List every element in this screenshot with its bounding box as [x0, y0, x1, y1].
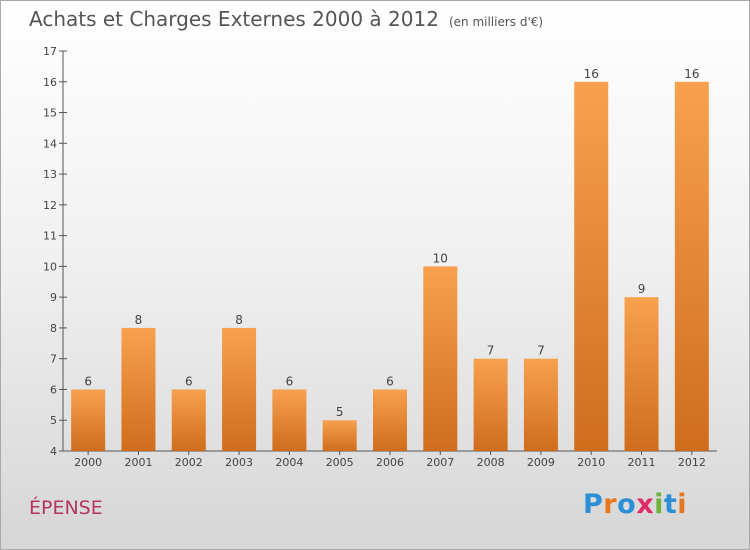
bar-2001 [121, 327, 156, 451]
bar-2006 [373, 389, 407, 451]
x-tick-label: 2010 [577, 456, 605, 469]
bar-2011 [624, 297, 659, 451]
commune-name: ÉPENSE [29, 497, 103, 519]
y-tick-label: 7 [50, 353, 57, 366]
y-tick-label: 5 [50, 414, 57, 427]
y-tick-label: 16 [43, 76, 57, 89]
y-tick-label: 13 [43, 168, 57, 181]
value-label-2009: 7 [537, 344, 545, 358]
y-tick-label: 14 [43, 137, 57, 150]
y-tick-label: 10 [43, 260, 57, 273]
y-tick-label: 6 [50, 383, 57, 396]
bar-2005 [322, 420, 357, 451]
value-label-2012: 16 [684, 67, 699, 81]
value-label-2010: 16 [584, 67, 599, 81]
x-tick-label: 2000 [74, 456, 102, 469]
value-label-2005: 5 [336, 405, 344, 419]
proxiti-logo[interactable]: Proxiti [583, 489, 687, 520]
x-tick-label: 2012 [678, 456, 706, 469]
value-label-2006: 6 [386, 374, 394, 388]
x-tick-label: 2007 [426, 456, 454, 469]
x-tick-label: 2003 [225, 456, 253, 469]
bar-2007 [423, 266, 458, 451]
y-tick-label: 12 [43, 199, 57, 212]
logo-letter: i [654, 489, 664, 520]
value-label-2008: 7 [487, 344, 495, 358]
bar-2008 [473, 358, 508, 451]
bar-2012 [674, 81, 709, 452]
logo-letter: x [636, 489, 655, 520]
logo-letter: r [603, 489, 618, 520]
bar-2010 [574, 81, 609, 452]
x-tick-label: 2006 [376, 456, 404, 469]
value-label-2000: 6 [84, 374, 92, 388]
logo-letter: P [583, 489, 604, 520]
y-tick-label: 11 [43, 230, 57, 243]
chart-title: Achats et Charges Externes 2000 à 2012 [29, 7, 439, 31]
chart-title-block: Achats et Charges Externes 2000 à 2012 (e… [29, 7, 543, 31]
labels: 2000 6 2001 8 2002 6 2003 8 2004 6 2005 5 2006 6 2007 1… [74, 67, 706, 469]
y-tick-label: 15 [43, 107, 57, 120]
bars [71, 81, 709, 452]
bar-2004 [272, 389, 307, 451]
x-tick-label: 2008 [477, 456, 505, 469]
x-tick-label: 2001 [124, 456, 152, 469]
x-tick-label: 2009 [527, 456, 555, 469]
value-label-2003: 8 [235, 313, 243, 327]
x-tick-label: 2002 [175, 456, 203, 469]
x-tick-label: 2005 [326, 456, 354, 469]
y-tick-label: 17 [43, 45, 57, 58]
x-tick-label: 2011 [628, 456, 656, 469]
y-tick-label: 9 [50, 291, 57, 304]
chart-subtitle: (en milliers d'€) [448, 15, 544, 29]
bar-2002 [171, 389, 206, 451]
value-label-2011: 9 [638, 282, 646, 296]
value-label-2004: 6 [286, 374, 294, 388]
logo-letter: i [677, 489, 688, 520]
x-tick-label: 2004 [275, 456, 303, 469]
value-label-2007: 10 [433, 251, 448, 265]
logo-letter: t [663, 489, 678, 520]
value-label-2002: 6 [185, 374, 193, 388]
logo-letter: o [617, 489, 637, 520]
y-tick-label: 4 [50, 445, 57, 458]
value-label-2001: 8 [135, 313, 143, 327]
y-tick-label: 8 [50, 322, 57, 335]
bar-2003 [222, 327, 257, 451]
bar-2009 [523, 358, 558, 451]
bar-2000 [71, 389, 106, 451]
